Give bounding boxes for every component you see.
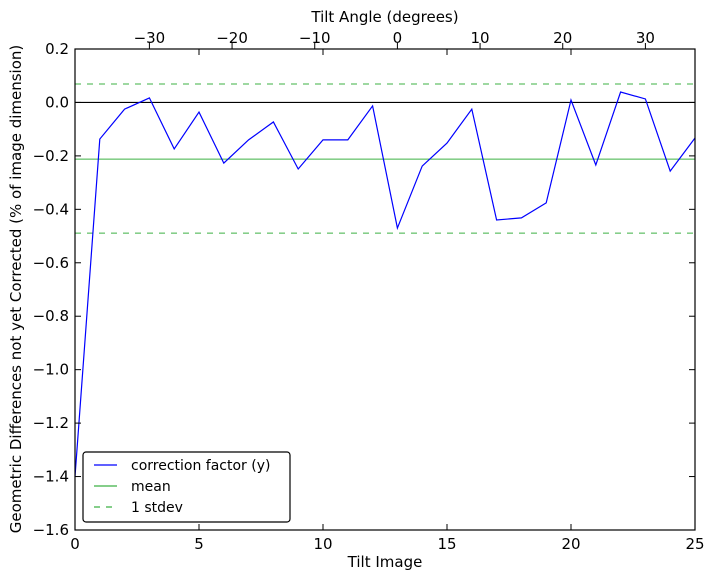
x2-axis-label: Tilt Angle (degrees) — [310, 8, 458, 26]
y-tick-label: 0.2 — [45, 40, 69, 58]
x-tick-label: 20 — [561, 535, 580, 553]
x2-tick-label: 30 — [636, 29, 655, 47]
x-tick-label: 0 — [70, 535, 80, 553]
x2-tick-label: −30 — [134, 29, 166, 47]
x2-tick-label: 10 — [471, 29, 490, 47]
x-tick-label: 15 — [437, 535, 456, 553]
y-tick-label: −1.6 — [33, 521, 69, 539]
y-tick-label: −0.2 — [33, 147, 69, 165]
y-tick-label: 0.0 — [45, 93, 69, 111]
y-tick-label: −0.4 — [33, 200, 69, 218]
x-tick-label: 10 — [313, 535, 332, 553]
y-tick-label: −0.6 — [33, 254, 69, 272]
y-tick-label: −1.2 — [33, 414, 69, 432]
legend-label: 1 stdev — [131, 500, 183, 516]
x2-tick-label: 0 — [393, 29, 403, 47]
x2-tick-label: −20 — [216, 29, 248, 47]
plot-frame — [74, 48, 696, 531]
y-axis-label: Geometric Differences not yet Corrected … — [7, 45, 25, 534]
legend-label: mean — [131, 479, 171, 495]
y-tick-label: −0.8 — [33, 307, 69, 325]
legend — [82, 451, 291, 523]
series-line-correction-factor — [74, 91, 696, 477]
x-tick-label: 25 — [685, 535, 704, 553]
y-tick-label: −1.4 — [33, 468, 69, 486]
y-tick-label: −1.0 — [33, 361, 69, 379]
x2-tick-label: 20 — [553, 29, 572, 47]
x-tick-label: 5 — [194, 535, 204, 553]
x2-tick-label: −10 — [299, 29, 331, 47]
legend-label: correction factor (y) — [131, 458, 270, 474]
x-axis-label: Tilt Image — [347, 553, 423, 571]
